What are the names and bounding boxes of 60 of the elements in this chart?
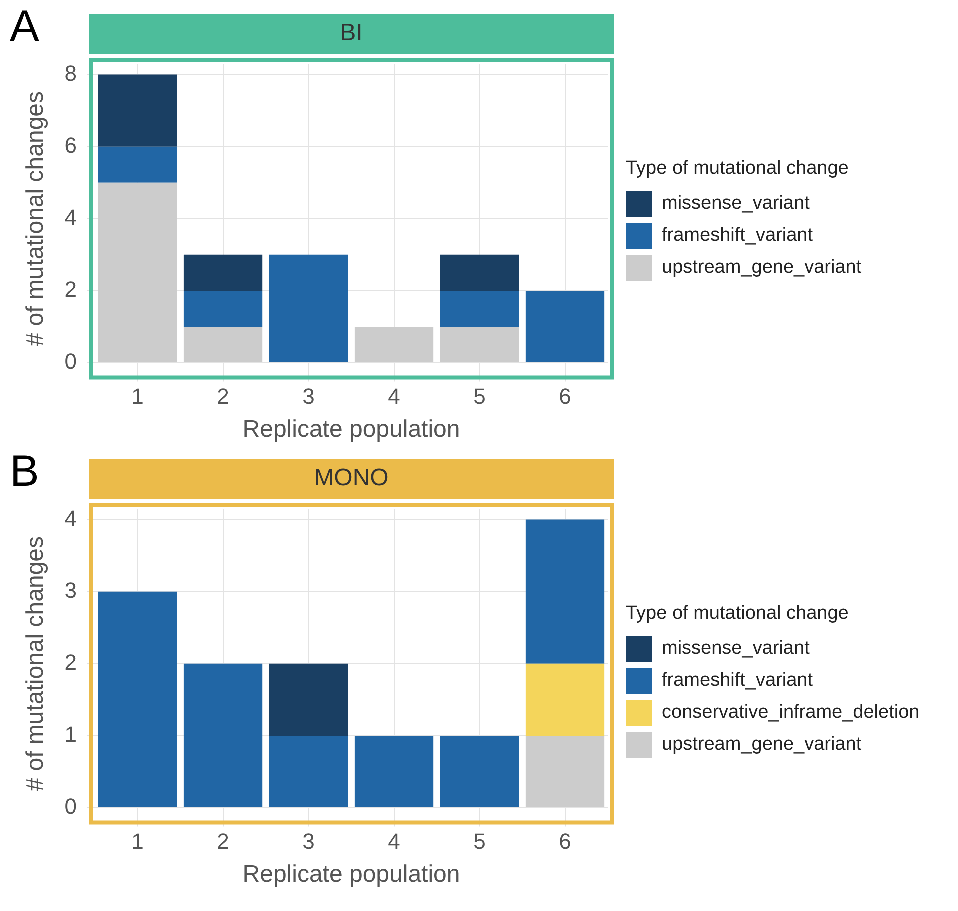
y-tick-label: 8 [64,60,78,86]
y-tick-label: 1 [64,722,78,748]
bar [354,736,434,808]
y-tick-label: 0 [64,349,78,374]
legend-label: frameshift_variant [662,225,814,247]
bar [440,254,520,291]
legend-label: missense_variant [662,193,810,215]
y-tick-label: 2 [64,277,78,302]
bar [98,592,178,808]
bar [184,664,263,808]
legend-label: frameshift_variant [662,670,814,692]
bar [440,736,520,808]
bar [269,254,348,362]
x-tick-label: 4 [388,384,400,410]
y-tick-label: 4 [64,204,78,230]
y-tick-label: 6 [64,132,78,158]
x-tick-label: 5 [474,384,486,410]
chart-title: BI [340,20,363,47]
bar [354,326,434,362]
x-tick-label: 3 [302,829,315,854]
x-tick-label: 3 [302,384,315,410]
x-tick-label: 5 [474,829,486,854]
y-tick-label: 3 [64,578,78,603]
bar [98,74,178,147]
legend-label: upstream_gene_variant [662,734,862,756]
x-tick-label: 6 [559,384,572,410]
bar [526,664,605,736]
bar [184,290,263,327]
x-tick-label: 1 [132,384,144,410]
y-tick-label: 2 [64,650,78,675]
chart-title: MONO [314,464,389,492]
legend-title: Type of mutational change [626,158,850,180]
legend-label: missense_variant [662,638,810,660]
x-axis-title: Replicate population [242,416,460,444]
x-tick-label: 4 [388,829,400,854]
bar [269,664,348,736]
legend-label: conservative_inframe_deletion [662,702,920,724]
x-tick-label: 6 [559,829,572,854]
text: A [10,2,40,52]
bar [98,182,178,362]
y-axis-title: # of mutational changes [22,91,50,346]
text: B [10,447,40,497]
bar [526,736,605,808]
x-tick-label: 2 [217,829,230,854]
bar [440,326,520,362]
y-axis-title: # of mutational changes [22,536,50,792]
bar [526,520,605,664]
legend-title: Type of mutational change [626,603,850,625]
x-tick-label: 1 [132,829,144,854]
y-tick-label: 4 [64,506,78,531]
y-tick-label: 0 [64,794,78,820]
bar [184,254,263,291]
x-axis-title: Replicate population [242,861,460,888]
bar [184,326,263,362]
bar [526,290,605,362]
bar [98,146,178,183]
legend-label: upstream_gene_variant [662,257,862,279]
bar [269,736,348,808]
bar [440,290,520,327]
x-tick-label: 2 [217,384,230,410]
